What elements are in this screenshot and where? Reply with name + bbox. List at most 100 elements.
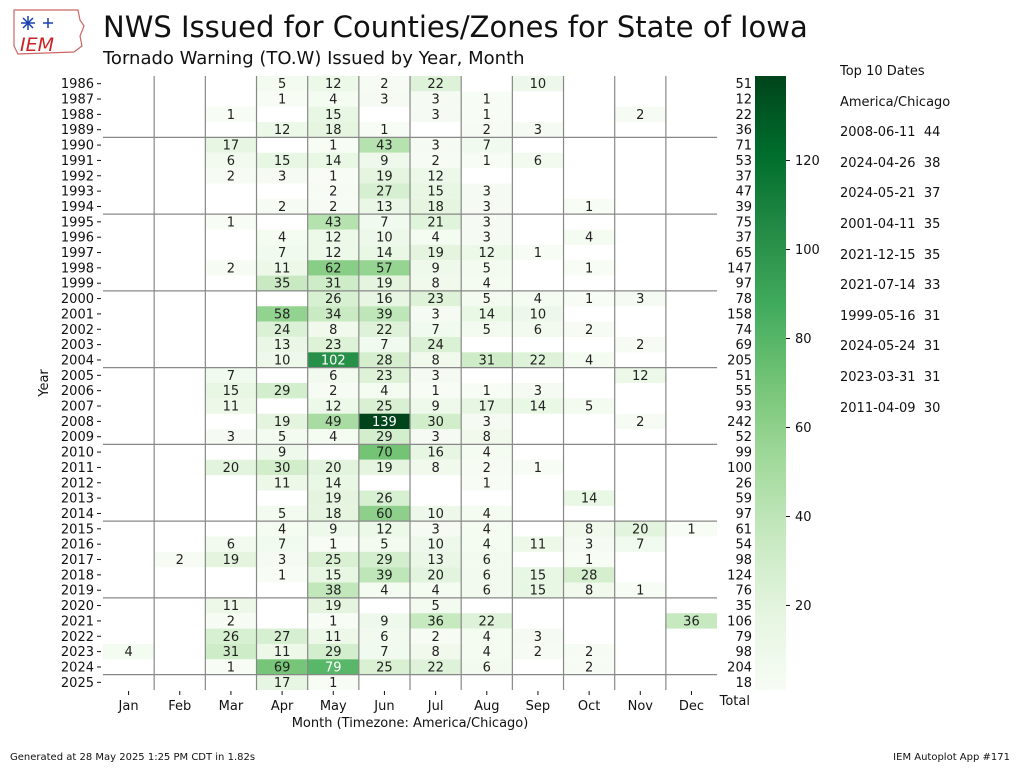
cell-value: 7 — [278, 538, 286, 553]
cell-value: 19 — [376, 461, 393, 476]
cell-value: 15 — [274, 154, 291, 169]
month-tick-label: Sep — [526, 699, 551, 714]
cell-value: 8 — [431, 645, 439, 660]
month-tick-label: Nov — [628, 699, 654, 714]
heatmap-cell — [154, 551, 206, 568]
cell-value: 28 — [376, 353, 393, 368]
cell-value: 12 — [479, 246, 496, 261]
top-10-heading: Top 10 Dates — [840, 64, 925, 79]
cell-value: 29 — [274, 384, 291, 399]
cell-value: 7 — [636, 538, 644, 553]
cell-value: 2 — [483, 461, 491, 476]
cell-value: 14 — [325, 154, 342, 169]
heatmap-cell — [307, 659, 359, 675]
year-total: 205 — [727, 353, 752, 368]
cell-value: 2 — [278, 200, 286, 215]
cell-value: 2 — [431, 154, 439, 169]
cell-value: 7 — [380, 338, 388, 353]
year-tick-label: 2022 — [61, 630, 94, 645]
top-10-item: 2021-12-15 35 — [840, 247, 941, 263]
cell-value: 4 — [483, 645, 491, 660]
cell-value: 9 — [431, 261, 439, 276]
logo-text: IEM — [20, 34, 54, 56]
year-tick-label: 2009 — [61, 430, 94, 445]
cell-value: 17 — [274, 676, 291, 691]
year-tick-label: 2002 — [61, 323, 94, 338]
heatmap-cell — [461, 383, 513, 399]
year-total: 55 — [735, 384, 752, 399]
heatmap-cell — [307, 398, 359, 414]
cell-value: 10 — [427, 507, 444, 522]
heatmap-cell — [358, 613, 411, 629]
heatmap-cell — [307, 122, 359, 138]
cell-value: 1 — [585, 261, 593, 276]
cell-value: 11 — [274, 476, 291, 491]
cell-value: 31 — [325, 277, 342, 292]
top-10-item: 2023-03-31 31 — [840, 369, 941, 385]
heatmap-cell — [256, 475, 308, 491]
heatmap-cell — [358, 168, 411, 184]
heatmap-cell — [461, 582, 513, 598]
cell-value: 12 — [274, 123, 291, 138]
heatmap-cell — [358, 521, 411, 537]
year-total: 47 — [735, 185, 752, 200]
heatmap-cell — [256, 168, 308, 184]
heatmap-cell — [563, 536, 615, 552]
cell-value: 4 — [431, 584, 439, 599]
cell-value: 57 — [376, 261, 393, 276]
cell-value: 20 — [632, 522, 649, 537]
cell-value: 34 — [325, 307, 342, 322]
month-tick-label: Feb — [168, 699, 191, 714]
heatmap-cell — [410, 306, 462, 322]
cell-value: 18 — [325, 507, 342, 522]
heatmap-cell — [358, 628, 411, 644]
heatmap-cell — [256, 413, 308, 430]
heatmap-cell — [256, 122, 308, 138]
heatmap-cell — [461, 321, 513, 337]
heatmap-cell — [461, 444, 513, 460]
heatmap-cell — [307, 152, 359, 169]
year-tick-label: 2024 — [61, 660, 94, 675]
cell-value: 6 — [534, 154, 542, 169]
month-tick-label: Aug — [474, 699, 499, 714]
cell-value: 7 — [278, 246, 286, 261]
heatmap-cell — [461, 429, 513, 445]
heatmap-cell — [307, 490, 359, 506]
heatmap-cell — [307, 429, 359, 445]
heatmap-cell — [307, 352, 359, 368]
heatmap-cell — [614, 290, 666, 307]
cell-value: 3 — [636, 292, 644, 307]
cell-value: 4 — [483, 538, 491, 553]
year-tick-label: 1989 — [61, 123, 94, 138]
year-total: 93 — [735, 400, 752, 415]
heatmap-cell — [563, 582, 615, 598]
heatmap-cell — [410, 168, 462, 184]
colorbar-tick-label: 20 — [795, 599, 812, 614]
year-total: 22 — [735, 108, 752, 123]
heatmap-cell — [563, 659, 615, 675]
year-tick-label: 2010 — [61, 446, 94, 461]
cell-value: 1 — [687, 522, 695, 537]
cell-value: 3 — [534, 123, 542, 138]
year-total: 147 — [727, 261, 752, 276]
heatmap-cell — [358, 214, 411, 230]
cell-value: 19 — [376, 169, 393, 184]
heatmap-cell — [256, 659, 308, 675]
heatmap-chart: 5 12 2 22 101 4 3 3 11 15 3 1 212 18 1 2 317 1 43 3 76 15 14 9 2… — [37, 76, 820, 731]
cell-value: 3 — [483, 200, 491, 215]
heatmap-cell — [614, 413, 666, 430]
heatmap-cell — [563, 398, 615, 414]
heatmap-cell — [614, 536, 666, 552]
year-total: 158 — [727, 307, 752, 322]
heatmap-cell — [307, 76, 359, 92]
cell-value: 29 — [376, 430, 393, 445]
cell-value: 1 — [585, 553, 593, 568]
heatmap-cell — [410, 536, 462, 552]
year-total: 39 — [735, 200, 752, 215]
heatmap-cell — [307, 383, 359, 399]
heatmap-cell — [563, 198, 615, 215]
heatmap-cell — [307, 106, 359, 123]
cell-value: 2 — [227, 261, 235, 276]
cell-value: 1 — [483, 476, 491, 491]
heatmap-cell — [512, 643, 564, 660]
